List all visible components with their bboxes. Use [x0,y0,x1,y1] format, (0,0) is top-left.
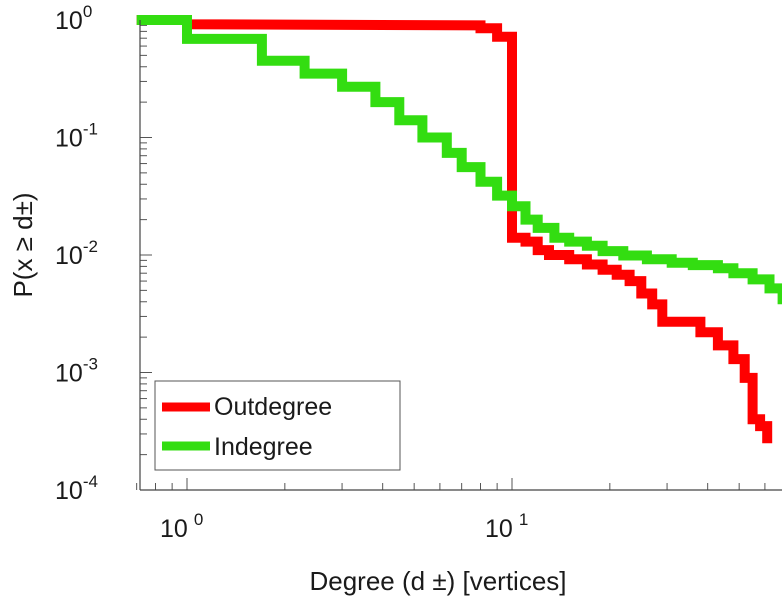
y-axis-label: P(x ≥ d±) [8,192,38,297]
series-layer [136,15,782,444]
legend-label-indegree: Indegree [214,433,313,461]
legend: Outdegree Indegree [154,380,401,471]
y-tick-label: 10-4 [55,472,98,505]
axes [139,20,782,491]
x-tick-label: 10 1 [485,510,528,543]
y-tick-label: 10-3 [55,355,98,388]
y-tick-label: 10-2 [55,237,98,270]
y-tick-label: 10-1 [55,120,98,153]
series-line-indegree [136,15,782,305]
series-line-outdegree [136,15,773,444]
legend-label-outdegree: Outdegree [214,393,332,421]
legend-box [154,380,401,471]
y-tick-label: 100 [55,2,92,35]
minor-ticks [136,24,766,491]
x-axis-label: Degree (d ±) [vertices] [309,566,566,596]
x-tick-label: 10 0 [160,510,203,543]
